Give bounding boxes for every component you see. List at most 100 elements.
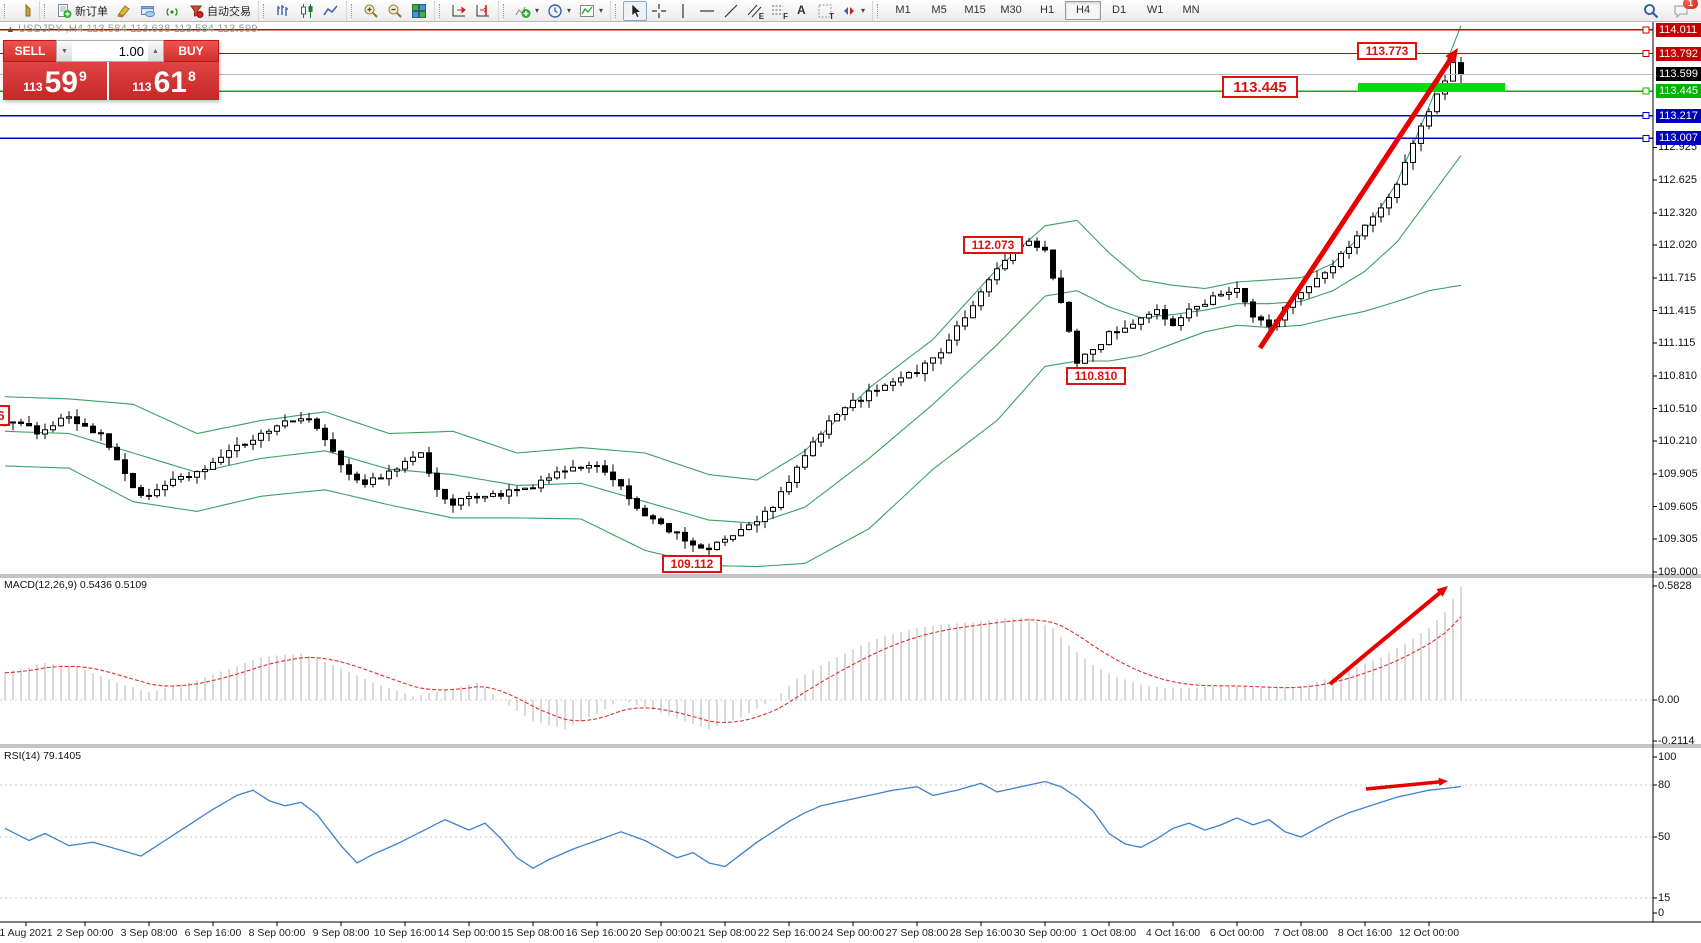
line-chart-button[interactable] bbox=[319, 1, 343, 21]
timeframe-m1-button[interactable]: M1 bbox=[895, 4, 911, 16]
volume-stepper: ▼ ▲ bbox=[56, 40, 164, 62]
candlestick-chart-button[interactable] bbox=[295, 1, 319, 21]
time-axis-label: 2 Sep 00:00 bbox=[56, 927, 114, 939]
zoom-in-button[interactable] bbox=[359, 1, 383, 21]
price-tick-label: 111.415 bbox=[1658, 305, 1697, 317]
annotation-label[interactable]: 109.112 bbox=[662, 555, 722, 573]
rsi-tick-label: 50 bbox=[1658, 831, 1671, 843]
toolbar: 新订单 自动交易 ▾ ▾ ▾ E F A T ▾ M1 M5 M15 M30 H1 H4 D1 W1 MN 1 bbox=[0, 0, 1701, 22]
sell-price-tile[interactable]: 113 59 9 bbox=[3, 62, 109, 100]
toolbar-grip-handle[interactable] bbox=[439, 3, 444, 18]
doc-plus-icon bbox=[56, 3, 72, 19]
annotation-label[interactable]: 6 bbox=[0, 405, 10, 426]
autotrade-button[interactable]: 自动交易 bbox=[184, 1, 255, 21]
notification-badge: 1 bbox=[1683, 0, 1698, 9]
label-tool-button[interactable]: T bbox=[813, 1, 837, 21]
macd-histogram bbox=[4, 586, 1462, 730]
tile-windows-button[interactable] bbox=[407, 1, 431, 21]
styler-button[interactable] bbox=[112, 1, 136, 21]
rsi-tick-label: 15 bbox=[1658, 892, 1671, 904]
toolbar-grip-handle[interactable] bbox=[877, 3, 882, 18]
toolbar-grip-handle[interactable] bbox=[615, 3, 620, 18]
dropdown-caret-icon[interactable]: ▾ bbox=[535, 6, 540, 15]
toolbar-grip-handle[interactable] bbox=[503, 3, 508, 18]
price-axis-tag: 113.792 bbox=[1656, 47, 1701, 61]
equidistant-channel-tool-button[interactable]: E bbox=[743, 1, 767, 21]
buy-price-main: 61 bbox=[153, 66, 187, 99]
symbol-ohlc-bar: ▲ USDJPY-,H4 113.584 113.638 113.584 113.… bbox=[6, 23, 258, 35]
rsi-tick-label: 80 bbox=[1658, 779, 1671, 791]
timeframe-w1-button[interactable]: W1 bbox=[1146, 4, 1164, 16]
new-order-button[interactable]: 新订单 bbox=[52, 1, 112, 21]
volume-increase-button[interactable]: ▲ bbox=[148, 41, 163, 61]
time-axis-label: 24 Sep 00:00 bbox=[821, 927, 885, 939]
trend-arrow-main[interactable] bbox=[1257, 48, 1458, 350]
sell-button[interactable]: SELL bbox=[3, 40, 56, 62]
dropdown-caret-icon[interactable]: ▾ bbox=[567, 6, 572, 15]
news-button[interactable] bbox=[160, 1, 184, 21]
annotation-label[interactable]: 110.810 bbox=[1066, 367, 1126, 385]
time-axis-label: 4 Oct 16:00 bbox=[1145, 927, 1201, 939]
hline-icon bbox=[699, 3, 715, 19]
toolbar-grip-handle[interactable] bbox=[263, 3, 268, 18]
toolbar-grip-handle[interactable] bbox=[351, 3, 356, 18]
auto-scroll-button[interactable] bbox=[471, 1, 495, 21]
volume-decrease-button[interactable]: ▼ bbox=[57, 41, 72, 61]
search-icon bbox=[1643, 3, 1659, 19]
horizontal-line-tool-button[interactable] bbox=[695, 1, 719, 21]
bar-chart-button[interactable] bbox=[271, 1, 295, 21]
price-tick-label: 112.020 bbox=[1658, 239, 1697, 251]
price-level-lines[interactable] bbox=[0, 26, 1653, 142]
timeframe-h1-button[interactable]: H1 bbox=[1040, 4, 1055, 16]
time-axis-label: 22 Sep 16:00 bbox=[757, 927, 821, 939]
trend-arrow-rsi[interactable] bbox=[1365, 777, 1448, 791]
text-tool-button[interactable]: A bbox=[791, 1, 813, 21]
time-axis-label: 14 Sep 00:00 bbox=[437, 927, 501, 939]
new-chart-button[interactable] bbox=[136, 1, 160, 21]
annotation-label[interactable]: 112.073 bbox=[963, 236, 1023, 254]
timeframe-d1-button[interactable]: D1 bbox=[1112, 4, 1127, 16]
cursor-tool-button[interactable] bbox=[623, 0, 648, 21]
candles-icon bbox=[299, 3, 315, 19]
price-axis-tag: 113.217 bbox=[1656, 109, 1701, 123]
community-button[interactable]: 1 bbox=[1669, 0, 1698, 21]
buy-button[interactable]: BUY bbox=[164, 40, 219, 62]
indicators-button[interactable]: ▾ bbox=[511, 1, 543, 21]
crosshair-tool-button[interactable] bbox=[647, 1, 671, 21]
symbol-ohlc-text: USDJPY-,H4 113.584 113.638 113.584 113.5… bbox=[18, 23, 258, 35]
annotation-label[interactable]: 113.773 bbox=[1357, 42, 1417, 60]
toolbar-right: 1 bbox=[1639, 0, 1701, 21]
volume-input[interactable] bbox=[72, 41, 148, 61]
shift-auto-icon bbox=[475, 3, 491, 19]
toolbar-grip-handle[interactable] bbox=[4, 3, 9, 18]
rsi-tick-label: 100 bbox=[1658, 751, 1677, 763]
timeframe-mn-button[interactable]: MN bbox=[1182, 4, 1200, 16]
dropdown-caret-icon[interactable]: ▾ bbox=[861, 6, 866, 15]
toolbar-grip-handle[interactable] bbox=[44, 3, 49, 18]
win-cloud-icon bbox=[140, 3, 156, 19]
chart-shift-button[interactable] bbox=[447, 1, 471, 21]
radio-icon bbox=[164, 3, 180, 19]
macd-tick-label: -0.2114 bbox=[1658, 735, 1695, 747]
timeframe-m5-button[interactable]: M5 bbox=[931, 4, 947, 16]
templates-button[interactable]: ▾ bbox=[575, 1, 607, 21]
bars-icon bbox=[275, 3, 291, 19]
buy-price-tile[interactable]: 113 61 8 bbox=[109, 62, 219, 100]
arrows-tool-button[interactable]: ▾ bbox=[837, 1, 869, 21]
zoom-out-button[interactable] bbox=[383, 1, 407, 21]
price-tick-label: 110.510 bbox=[1658, 403, 1697, 415]
trendline-tool-button[interactable] bbox=[719, 1, 743, 21]
dropdown-caret-icon[interactable]: ▾ bbox=[599, 6, 604, 15]
toolbar-group bbox=[258, 0, 346, 21]
timeframe-m30-button[interactable]: M30 bbox=[1000, 4, 1022, 16]
toolbar-group bbox=[434, 0, 498, 21]
vertical-line-tool-button[interactable] bbox=[671, 1, 695, 21]
timeframe-m15-button[interactable]: M15 bbox=[964, 4, 986, 16]
fibonacci-tool-button[interactable]: F bbox=[767, 1, 791, 21]
search-button[interactable] bbox=[1639, 1, 1663, 21]
periods-button[interactable]: ▾ bbox=[543, 1, 575, 21]
timeframe-h4-button[interactable]: H4 bbox=[1065, 1, 1102, 20]
annotation-label[interactable]: 113.445 bbox=[1222, 76, 1298, 98]
trend-arrow-macd[interactable] bbox=[1328, 586, 1448, 686]
clipped-toolbar-icon[interactable] bbox=[12, 1, 36, 21]
